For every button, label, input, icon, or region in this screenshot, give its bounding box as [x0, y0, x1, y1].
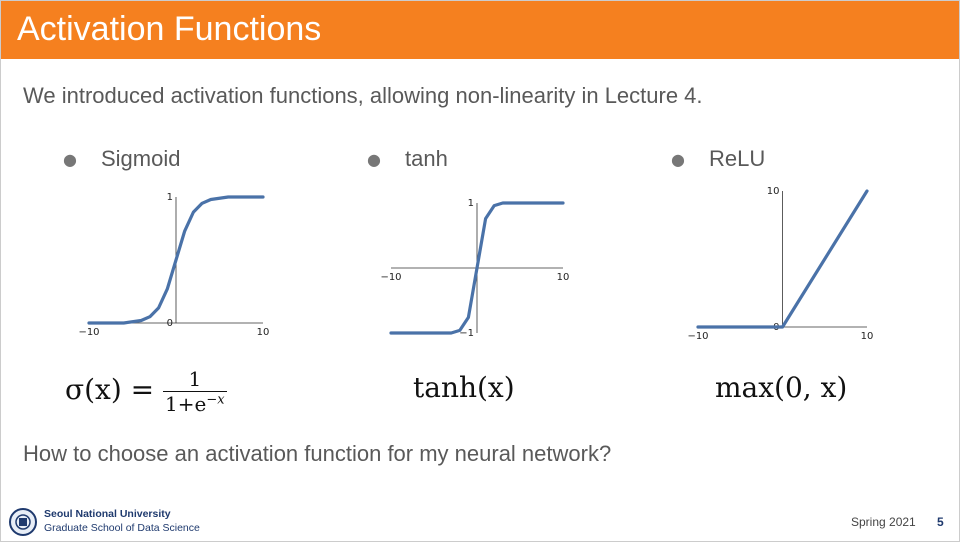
numerator: 1	[163, 367, 227, 392]
y-tick-label: 1	[468, 198, 474, 209]
x-tick-label: 10	[861, 331, 874, 342]
curve	[87, 195, 265, 325]
term: Spring 2021	[851, 515, 916, 529]
bullet: tanh	[405, 146, 448, 171]
header-bar	[1, 1, 959, 59]
formula: tanh(x)	[413, 371, 515, 404]
denominator: 1+e−x	[163, 392, 227, 416]
university-name: Seoul National University	[44, 508, 171, 520]
bullet: Sigmoid	[101, 146, 181, 171]
bullet: ReLU	[709, 146, 766, 171]
exponent: −x	[206, 392, 225, 408]
denominator-base: 1+e	[165, 392, 207, 416]
y-tick-label: 1	[167, 192, 173, 203]
y-tick-label: 0	[167, 318, 173, 329]
fraction: 1 1+e−x	[163, 367, 227, 416]
formula-lhs: σ(x) =	[65, 373, 155, 406]
intro-text: We introduced activation functions, allo…	[23, 83, 703, 108]
formula: max(0, x)	[715, 371, 848, 404]
x-tick-label: 10	[557, 272, 570, 283]
y-tick-label: 10	[767, 186, 780, 197]
slide-title: Activation Functions	[17, 10, 322, 48]
curve	[696, 189, 869, 329]
y-tick-label: −1	[459, 328, 474, 339]
bullet-dot: ●	[671, 150, 685, 169]
page-number: 5	[937, 515, 944, 529]
x-tick-label: −10	[78, 327, 99, 338]
school-name: Graduate School of Data Science	[44, 522, 200, 534]
formula: σ(x) = 1 1+e−x	[65, 367, 227, 416]
bullet-dot: ●	[63, 150, 77, 169]
x-tick-label: −10	[380, 272, 401, 283]
x-tick-label: −10	[687, 331, 708, 342]
bullet-dot: ●	[367, 150, 381, 169]
university-logo	[9, 508, 37, 536]
x-tick-label: 10	[257, 327, 270, 338]
curve	[389, 201, 565, 335]
question-text: How to choose an activation function for…	[23, 441, 612, 466]
